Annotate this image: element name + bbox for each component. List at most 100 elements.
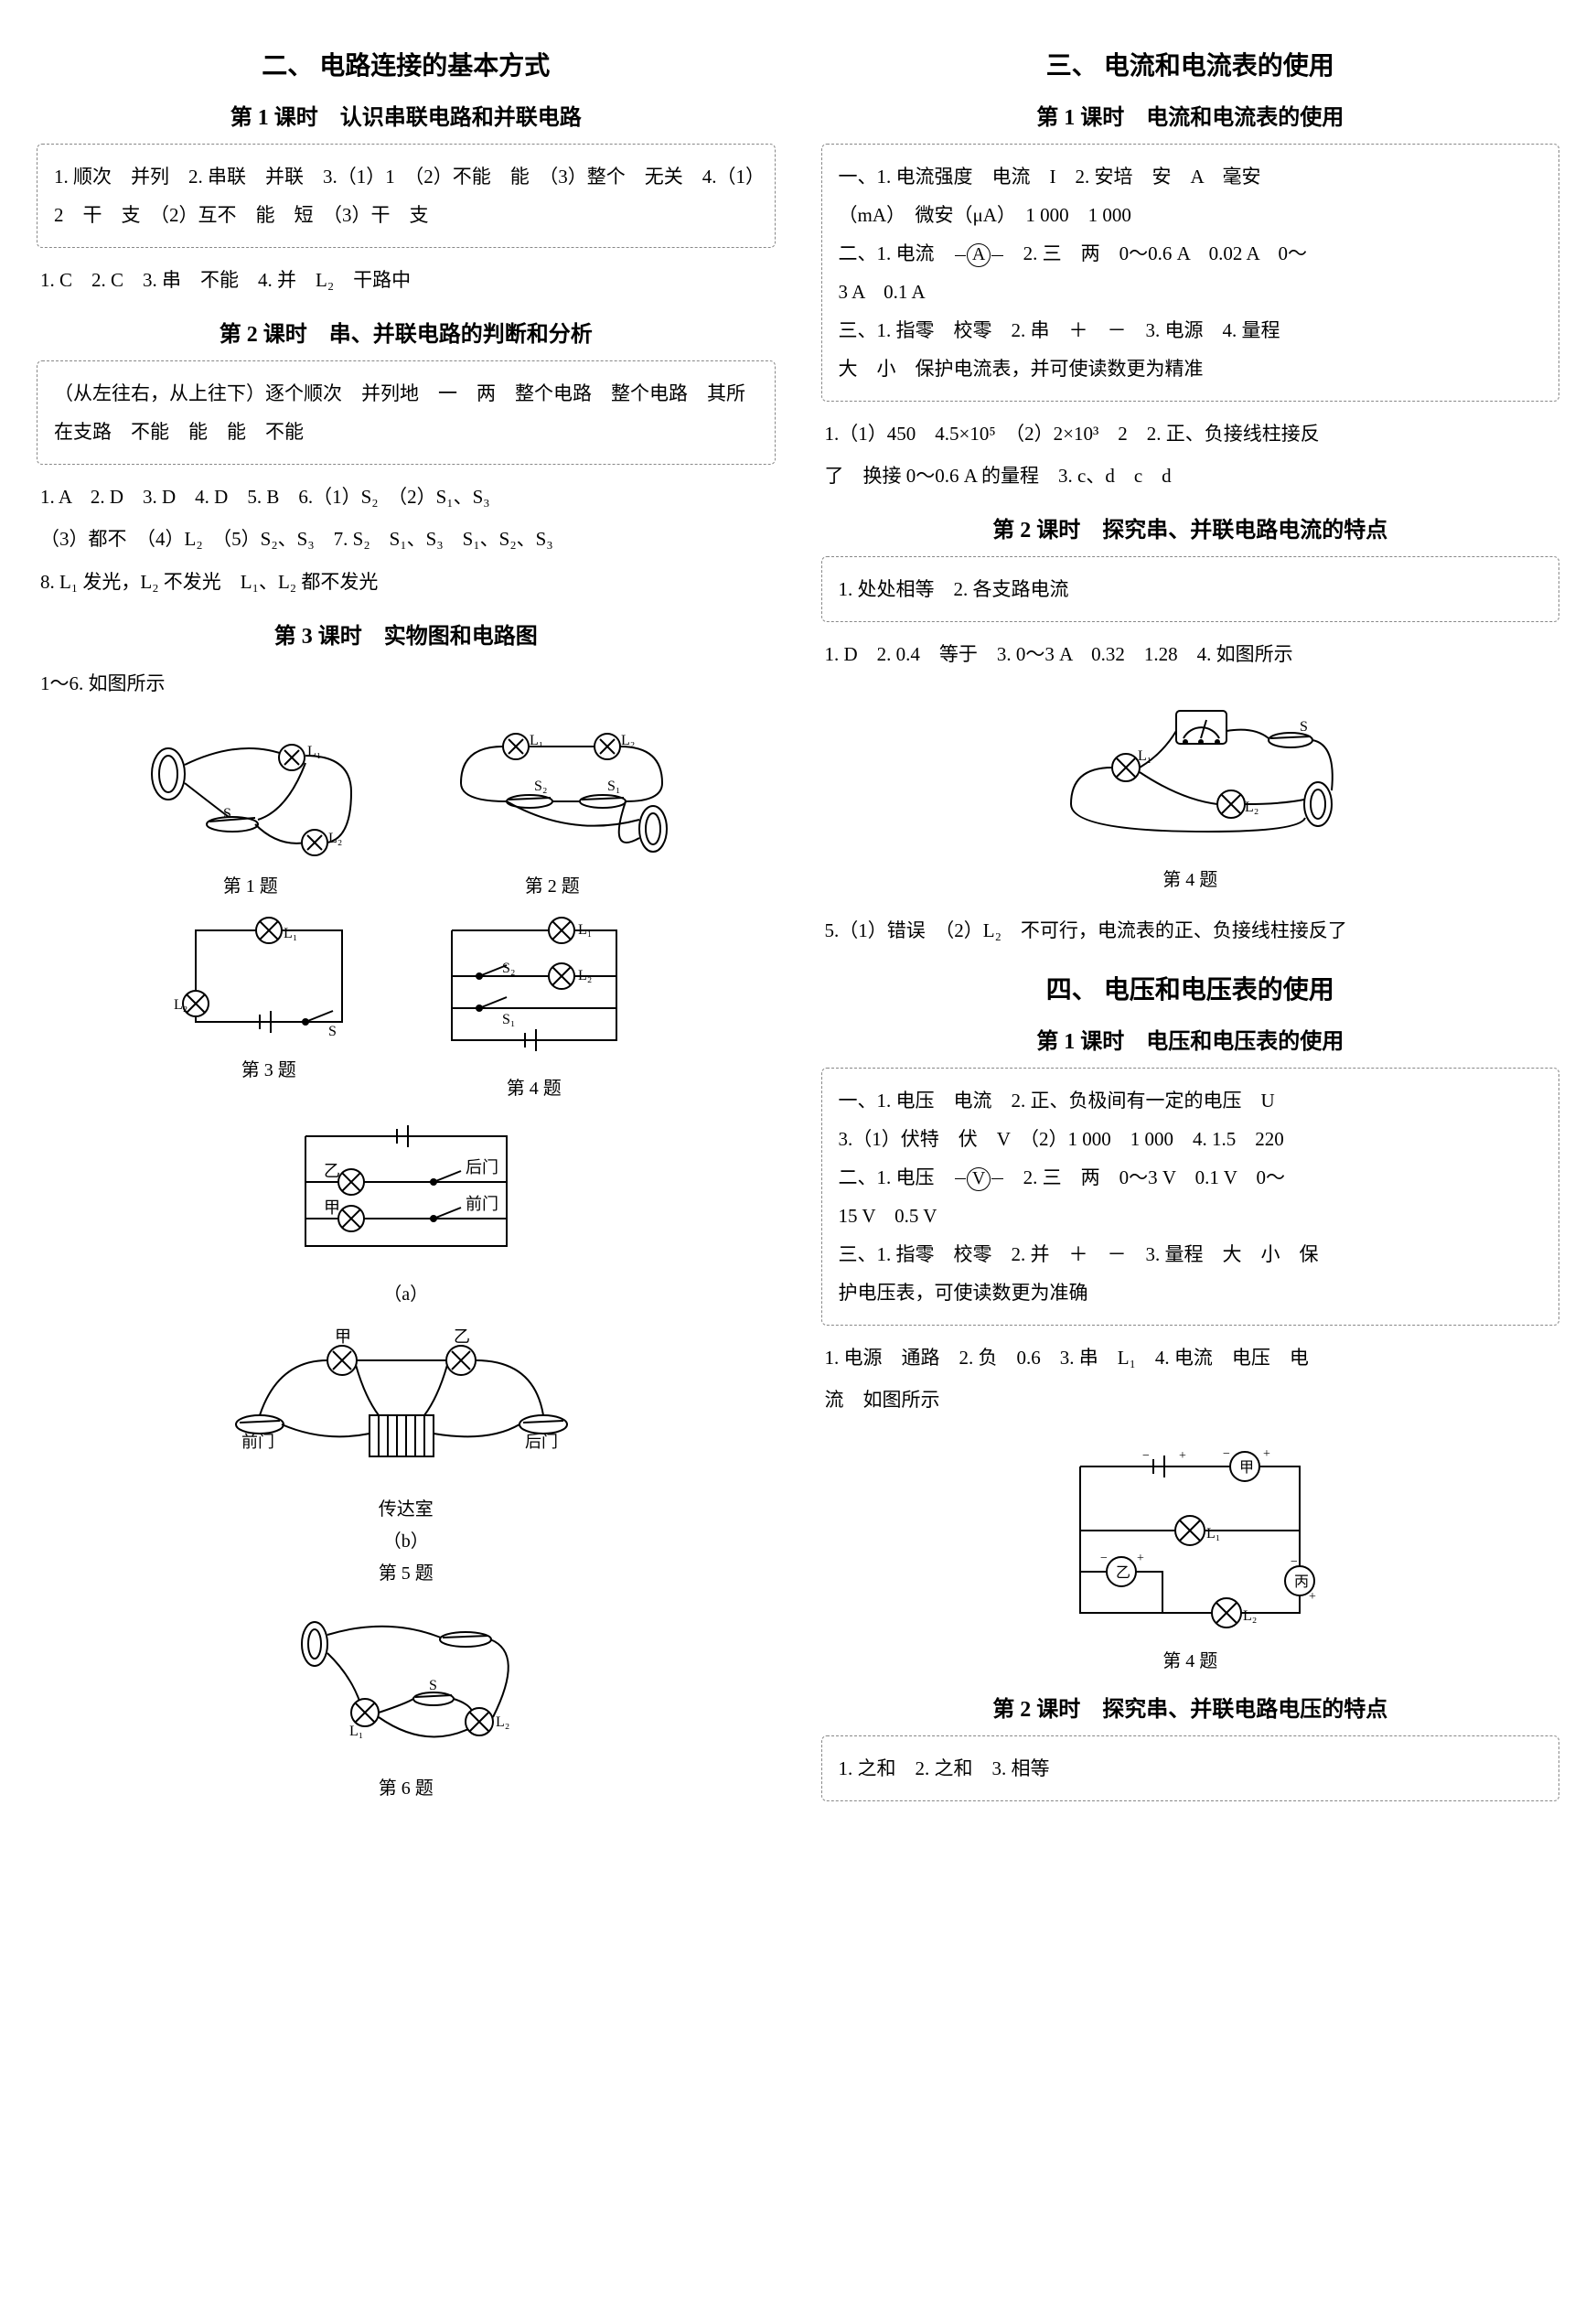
svg-text:L₂: L₂ bbox=[621, 733, 635, 748]
fig-5-extra: 传达室 bbox=[37, 1494, 776, 1520]
left-column: 二、 电路连接的基本方式 第 1 课时 认识串联电路和并联电路 1. 顺次 并列… bbox=[37, 27, 776, 1818]
svg-text:L₁: L₁ bbox=[1206, 1526, 1220, 1542]
r-l1-box-l5: 三、1. 指零 校零 2. 串 ＋ － 3. 电源 4. 量程 bbox=[839, 311, 1543, 349]
r-lesson-2-ans2: 5.（1）错误 （2）L₂ 不可行，电流表的正、负接线柱接反了 bbox=[821, 909, 1560, 951]
lesson-2-ans-line-2: （3）都不 （4）L₂ （5）S₂、S₃ 7. S₂ S₁、S₃ S₁、S₂、S… bbox=[40, 518, 772, 560]
r4-l1-ans-l2: 流 如图所示 bbox=[825, 1379, 1557, 1421]
label-houmen-img: 后门 bbox=[525, 1433, 558, 1451]
r-figure-4: L₁ L₂ S 第 4 题 bbox=[821, 694, 1560, 891]
lesson-1-box: 1. 顺次 并列 2. 串联 并联 3.（1）1 （2）不能 能 （3）整个 无… bbox=[37, 144, 776, 248]
fig-4-label: 第 4 题 bbox=[424, 1073, 644, 1100]
circuit-voltmeter-icon: 甲 乙 丙 L₁ L₂ −+ −+ −+ −+ bbox=[1044, 1439, 1336, 1640]
r4-lesson-1-answers: 1. 电源 通路 2. 负 0.6 3. 串 L₁ 4. 电流 电压 电 流 如… bbox=[821, 1337, 1560, 1421]
label-yi-meter: 乙 bbox=[1116, 1565, 1130, 1581]
fig-5b-label: （b） bbox=[37, 1526, 776, 1552]
fig-6-label: 第 6 题 bbox=[37, 1773, 776, 1799]
fig-5-label: 第 5 题 bbox=[37, 1558, 776, 1585]
r-fig-4-label: 第 4 题 bbox=[821, 865, 1560, 891]
r-lesson-2-box: 1. 处处相等 2. 各支路电流 bbox=[821, 556, 1560, 622]
r4-l1-box-l3b: 2. 三 两 0～3 V 0.1 V 0～ bbox=[1004, 1166, 1285, 1188]
section-2-title: 二、 电路连接的基本方式 bbox=[37, 46, 776, 82]
lesson-2-answers: 1. A 2. D 3. D 4. D 5. B 6.（1）S₂ （2）S₁、S… bbox=[37, 476, 776, 603]
circuit-schematic-icon: L₁ L₂ S₂ S₁ bbox=[424, 912, 644, 1068]
svg-text:L₂: L₂ bbox=[328, 831, 342, 846]
lesson-2-box-text: （从左往右，从上往下）逐个顺次 并列地 一 两 整个电路 整个电路 其所在支路 … bbox=[54, 382, 745, 443]
r4-l1-box-l3a: 二、1. 电压 bbox=[839, 1166, 954, 1188]
r4-lesson-1-box: 一、1. 电压 电流 2. 正、负极间有一定的电压 U 3.（1）伏特 伏 V … bbox=[821, 1068, 1560, 1326]
svg-text:S₁: S₁ bbox=[502, 1012, 515, 1027]
r4-l2-box-text: 1. 之和 2. 之和 3. 相等 bbox=[839, 1757, 1050, 1779]
svg-text:−: − bbox=[1142, 1449, 1150, 1463]
svg-text:L₁: L₁ bbox=[307, 744, 321, 759]
svg-text:−: − bbox=[1223, 1447, 1230, 1461]
svg-text:L₁: L₁ bbox=[578, 922, 592, 938]
label-bing-meter: 丙 bbox=[1294, 1574, 1309, 1590]
svg-text:S₁: S₁ bbox=[607, 779, 620, 794]
page-columns: 二、 电路连接的基本方式 第 1 课时 认识串联电路和并联电路 1. 顺次 并列… bbox=[37, 27, 1559, 1818]
r-l1-box-l1: 一、1. 电流强度 电流 I 2. 安培 安 A 毫安 bbox=[839, 157, 1543, 196]
fig-3-label: 第 3 题 bbox=[168, 1055, 370, 1081]
r-lesson-1-answers: 1.（1）450 4.5×10⁵ （2）2×10³ 2 2. 正、负接线柱接反 … bbox=[821, 413, 1560, 497]
dash-icon bbox=[955, 255, 967, 256]
r4-l1-box-l6: 护电压表，可使读数更为准确 bbox=[839, 1273, 1543, 1312]
circuit-realistic-icon: L₁ S L₂ bbox=[269, 1603, 543, 1767]
r4-lesson-2-title: 第 2 课时 探究串、并联电路电压的特点 bbox=[821, 1691, 1560, 1723]
r-lesson-1-title: 第 1 课时 电流和电流表的使用 bbox=[821, 99, 1560, 131]
svg-text:+: + bbox=[1309, 1590, 1316, 1604]
svg-text:−: − bbox=[1291, 1555, 1298, 1569]
svg-text:S: S bbox=[328, 1024, 337, 1039]
svg-text:L₂: L₂ bbox=[496, 1714, 509, 1730]
r4-lesson-2-box: 1. 之和 2. 之和 3. 相等 bbox=[821, 1735, 1560, 1801]
r-l1-box-l3b: 2. 三 两 0～0.6 A 0.02 A 0～ bbox=[1004, 242, 1307, 264]
fig-1-label: 第 1 题 bbox=[132, 871, 370, 897]
circuit-schematic-icon: 乙 甲 后门 前门 bbox=[269, 1118, 543, 1273]
r-l2-box-text: 1. 处处相等 2. 各支路电流 bbox=[839, 578, 1069, 600]
figure-row-1: S L₁ L₂ 第 1 题 bbox=[37, 719, 776, 897]
lesson-2-title: 第 2 课时 串、并联电路的判断和分析 bbox=[37, 316, 776, 348]
lesson-1-title: 第 1 课时 认识串联电路和并联电路 bbox=[37, 99, 776, 131]
svg-text:L₁: L₁ bbox=[1138, 748, 1151, 764]
r4-l1-box-l5: 三、1. 指零 校零 2. 并 ＋ － 3. 量程 大 小 保 bbox=[839, 1235, 1543, 1273]
svg-text:L₁: L₁ bbox=[284, 926, 297, 941]
lesson-2-ans-line-1: 1. A 2. D 3. D 4. D 5. B 6.（1）S₂ （2）S₁、S… bbox=[40, 476, 772, 518]
svg-text:S₂: S₂ bbox=[534, 779, 547, 794]
figure-3: L₁ L₂ S 第 3 题 bbox=[168, 912, 370, 1100]
fig-5a-label: （a） bbox=[37, 1279, 776, 1305]
circuit-schematic-icon: L₁ L₂ S bbox=[168, 912, 370, 1049]
r4-l1-box-l4: 15 V 0.5 V bbox=[839, 1197, 1543, 1235]
voltmeter-symbol-icon: V bbox=[967, 1167, 991, 1191]
lesson-1-box-text: 1. 顺次 并列 2. 串联 并联 3.（1）1 （2）不能 能 （3）整个 无… bbox=[54, 166, 755, 226]
r-l1-box-l2: （mA） 微安（μA） 1 000 1 000 bbox=[839, 196, 1543, 234]
r-l1-box-l4: 3 A 0.1 A bbox=[839, 273, 1543, 311]
circuit-diagram-icon: L₁ L₂ S₂ S₁ bbox=[424, 719, 680, 865]
figure-6: L₁ S L₂ 第 6 题 bbox=[37, 1603, 776, 1799]
lesson-1-answers: 1. C 2. C 3. 串 不能 4. 并 L₂ 干路中 bbox=[37, 259, 776, 301]
label-qianmen: 前门 bbox=[466, 1195, 498, 1213]
r4-fig-4-label: 第 4 题 bbox=[821, 1646, 1560, 1672]
r-l1-box-l3: 二、1. 电流 A 2. 三 两 0～0.6 A 0.02 A 0～ bbox=[839, 234, 1543, 273]
lesson-2-ans-line-3: 8. L₁ 发光，L₂ 不发光 L₁、L₂ 都不发光 bbox=[40, 561, 772, 603]
r-lesson-2-ans: 1. D 2. 0.4 等于 3. 0～3 A 0.32 1.28 4. 如图所… bbox=[821, 633, 1560, 675]
svg-text:+: + bbox=[1137, 1552, 1144, 1565]
label-qianmen-img: 前门 bbox=[241, 1433, 274, 1451]
label-yi: 乙 bbox=[324, 1162, 340, 1180]
svg-text:L₁: L₁ bbox=[530, 733, 543, 748]
svg-text:S: S bbox=[429, 1678, 437, 1693]
svg-text:S: S bbox=[1300, 719, 1308, 735]
svg-text:S: S bbox=[223, 806, 231, 822]
figure-5b: 甲 乙 前门 后门 传达室 （b） 第 5 题 bbox=[37, 1324, 776, 1585]
figure-2: L₁ L₂ S₂ S₁ 第 2 题 bbox=[424, 719, 680, 897]
r4-l1-box-l2: 3.（1）伏特 伏 V （2）1 000 1 000 4. 1.5 220 bbox=[839, 1120, 1543, 1158]
figure-row-2: L₁ L₂ S 第 3 题 bbox=[37, 912, 776, 1100]
svg-text:L₂: L₂ bbox=[174, 997, 187, 1013]
r4-figure-4: 甲 乙 丙 L₁ L₂ −+ −+ −+ −+ 第 4 题 bbox=[821, 1439, 1560, 1672]
label-jia-img: 甲 bbox=[335, 1327, 351, 1346]
r-l1-box-l3a: 二、1. 电流 bbox=[839, 242, 954, 264]
svg-text:L₂: L₂ bbox=[1243, 1608, 1257, 1624]
svg-text:+: + bbox=[1263, 1447, 1270, 1461]
lesson-3-answers: 1～6. 如图所示 bbox=[37, 662, 776, 704]
dash-icon bbox=[955, 1178, 967, 1179]
label-houmen: 后门 bbox=[466, 1158, 498, 1176]
label-yi-img: 乙 bbox=[454, 1327, 470, 1346]
r4-l1-ans-l1: 1. 电源 通路 2. 负 0.6 3. 串 L₁ 4. 电流 电压 电 bbox=[825, 1337, 1557, 1379]
